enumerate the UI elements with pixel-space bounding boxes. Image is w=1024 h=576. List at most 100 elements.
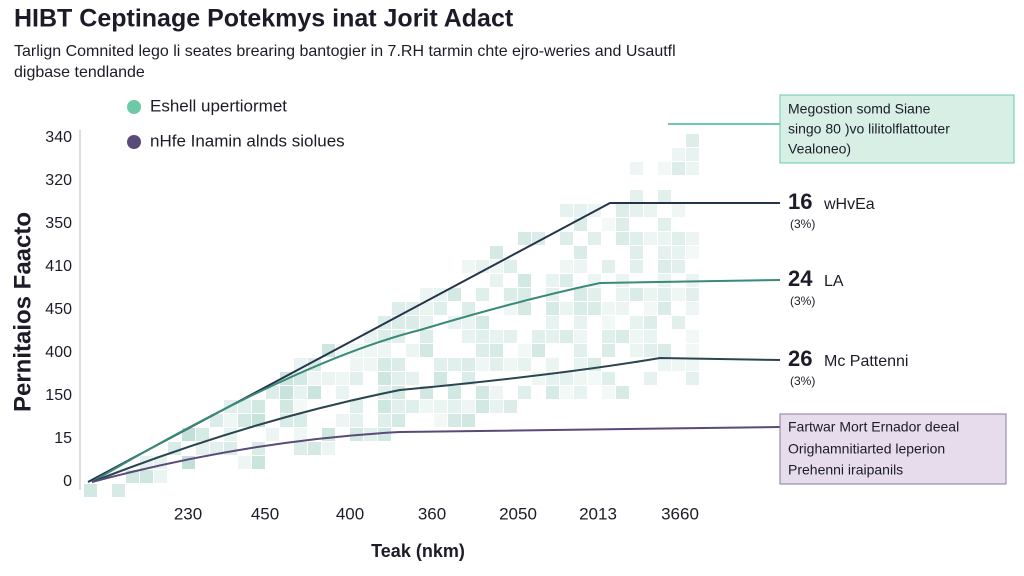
mosaic-tile — [658, 232, 671, 245]
mosaic-tile — [686, 330, 699, 343]
mosaic-tile — [644, 316, 657, 329]
marker-share: (3%) — [790, 294, 815, 308]
mosaic-tile — [616, 218, 629, 231]
line — [87, 202, 780, 483]
legend-label: nHfe Inamin alnds siolues — [150, 131, 345, 150]
mosaic-tile — [294, 400, 307, 413]
callout-text: Orighamnitiarted leperion — [788, 441, 945, 457]
mosaic-tile — [560, 330, 573, 343]
mosaic-tile — [560, 260, 573, 273]
x-tick-label: 230 — [174, 504, 202, 523]
mosaic-tile — [210, 442, 223, 455]
mosaic-tile — [350, 358, 363, 371]
mosaic-tile — [238, 400, 251, 413]
mosaic-tile — [252, 442, 265, 455]
mosaic-tile — [588, 232, 601, 245]
mosaic-tile — [378, 428, 391, 441]
mosaic-tile — [448, 386, 461, 399]
mosaic-tile — [546, 372, 559, 385]
mosaic-tile — [574, 344, 587, 357]
mosaic-tile — [462, 414, 475, 427]
mosaic-tile — [546, 386, 559, 399]
x-axis-label: Teak (nkm) — [371, 541, 465, 561]
mosaic-tile — [602, 260, 615, 273]
mosaic-tile — [574, 246, 587, 259]
subtitle: digbase tendlande — [14, 64, 145, 81]
y-tick-label: 320 — [45, 172, 72, 189]
callout-text: Vealoneo) — [788, 141, 851, 157]
mosaic-tile — [658, 344, 671, 357]
marker-name: Mc Pattenni — [824, 353, 908, 370]
mosaic-tile — [546, 316, 559, 329]
x-tick-label: 2013 — [579, 504, 617, 523]
mosaic-tile — [518, 386, 531, 399]
mosaic-tile — [686, 148, 699, 161]
mosaic-tile — [406, 400, 419, 413]
mosaic-tile — [238, 456, 251, 469]
mosaic-tile — [364, 344, 377, 357]
mosaic-tile — [658, 358, 671, 371]
mosaic-tile — [630, 288, 643, 301]
mosaic-tile — [420, 288, 433, 301]
mosaic-tile — [392, 414, 405, 427]
mosaic-tile — [280, 386, 293, 399]
mosaic-tile — [266, 386, 279, 399]
mosaic-tile — [406, 372, 419, 385]
mosaic-tile — [574, 260, 587, 273]
mosaic-tile — [588, 302, 601, 315]
mosaic-tile — [574, 316, 587, 329]
mosaic-tile — [434, 414, 447, 427]
y-axis-label: Pernitaios Faacto — [9, 212, 36, 412]
mosaic-tile — [224, 428, 237, 441]
line — [91, 279, 781, 483]
mosaic-tile — [588, 372, 601, 385]
mosaic-tile — [546, 330, 559, 343]
mosaic-tile — [686, 358, 699, 371]
title: HIBT Ceptinage Potekmys inat Jorit Adact — [14, 5, 514, 33]
mosaic-tile — [686, 232, 699, 245]
mosaic-tile — [658, 302, 671, 315]
mosaic-tile — [252, 456, 265, 469]
mosaic-tile — [630, 232, 643, 245]
mosaic-tile — [574, 302, 587, 315]
marker-share: (3%) — [790, 217, 815, 231]
mosaic-tile — [602, 302, 615, 315]
callout-box — [779, 94, 1015, 164]
mosaic-tile — [350, 372, 363, 385]
mosaic-tile — [462, 372, 475, 385]
callout-text: Megostion somd Siane — [788, 101, 931, 117]
mosaic-tile — [658, 288, 671, 301]
mosaic-tile — [658, 274, 671, 287]
mosaic-tile — [196, 428, 209, 441]
mosaic-tile — [644, 204, 657, 217]
mosaic-tile — [630, 204, 643, 217]
mosaic-tile — [672, 232, 685, 245]
legend-swatch — [127, 135, 141, 149]
marker-number: 16 — [788, 189, 812, 214]
mosaic-tile — [672, 316, 685, 329]
subtitle: Tarlign Comnited lego li seates brearing… — [14, 43, 676, 60]
mosaic-tile — [616, 386, 629, 399]
mosaic-tile — [392, 386, 405, 399]
x-tick-label: 3660 — [661, 504, 699, 523]
mosaic-tile — [378, 372, 391, 385]
mosaic — [84, 134, 699, 497]
mosaic-tile — [462, 330, 475, 343]
mosaic-tile — [336, 372, 349, 385]
mosaic-tile — [420, 302, 433, 315]
mosaic-tile — [602, 316, 615, 329]
mosaic-tile — [616, 274, 629, 287]
mosaic-tile — [518, 358, 531, 371]
mosaic-tile — [434, 302, 447, 315]
mosaic-tile — [140, 470, 153, 483]
mosaic-tile — [644, 232, 657, 245]
mosaic-tile — [560, 204, 573, 217]
mosaic-tile — [560, 232, 573, 245]
mosaic-tile — [518, 288, 531, 301]
mosaic-tile — [616, 204, 629, 217]
mosaic-tile — [182, 428, 195, 441]
mosaic-tile — [476, 400, 489, 413]
mosaic-tile — [308, 372, 321, 385]
legend-swatch — [127, 100, 141, 114]
mosaic-tile — [672, 288, 685, 301]
